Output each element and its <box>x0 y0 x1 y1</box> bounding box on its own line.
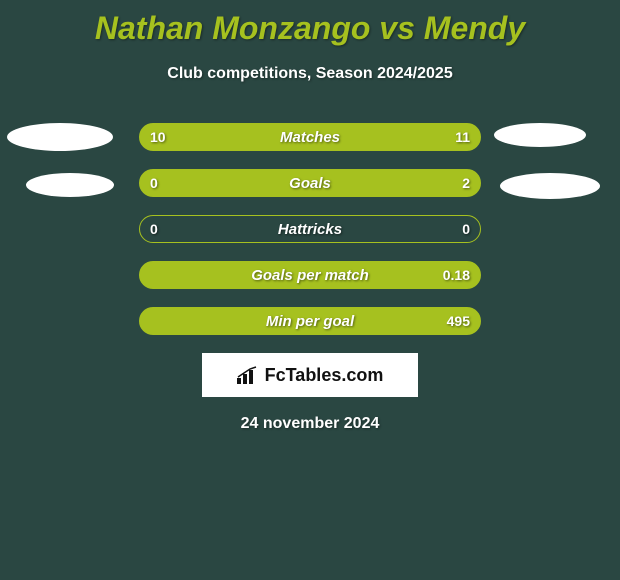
player-marker-left-2 <box>26 173 114 197</box>
stat-label: Goals per match <box>140 262 480 288</box>
comparison-subtitle: Club competitions, Season 2024/2025 <box>0 65 620 83</box>
stat-rows: Matches1011Goals02Hattricks00Goals per m… <box>0 123 620 335</box>
stat-label: Matches <box>140 124 480 150</box>
logo-box: FcTables.com <box>202 353 418 397</box>
snapshot-date: 24 november 2024 <box>0 415 620 433</box>
stat-value-right: 495 <box>447 308 470 334</box>
chart-area: Matches1011Goals02Hattricks00Goals per m… <box>0 123 620 433</box>
stat-value-left: 0 <box>150 216 158 242</box>
stat-value-right: 0.18 <box>443 262 470 288</box>
stat-row: Matches10 11 <box>139 123 481 151</box>
logo-text: FcTables.com <box>265 365 384 386</box>
player-marker-right-1 <box>494 123 586 147</box>
stat-label: Hattricks <box>140 216 480 242</box>
stat-value-right: 2 <box>462 170 470 196</box>
stat-value-right: 0 <box>462 216 470 242</box>
stat-row: Min per goal495 <box>139 307 481 335</box>
stat-value-left: 10 <box>150 124 166 150</box>
stat-value-right: 11 <box>455 124 470 150</box>
comparison-title: Nathan Monzango vs Mendy <box>0 0 620 47</box>
stat-value-left: 0 <box>150 170 158 196</box>
stat-label: Min per goal <box>140 308 480 334</box>
stat-row: Hattricks0 0 <box>139 215 481 243</box>
stat-row: Goals per match0.18 <box>139 261 481 289</box>
stat-label: Goals <box>140 170 480 196</box>
player-marker-right-2 <box>500 173 600 199</box>
player-marker-left-1 <box>7 123 113 151</box>
stat-row: Goals0 2 <box>139 169 481 197</box>
bar-chart-icon <box>237 366 259 384</box>
